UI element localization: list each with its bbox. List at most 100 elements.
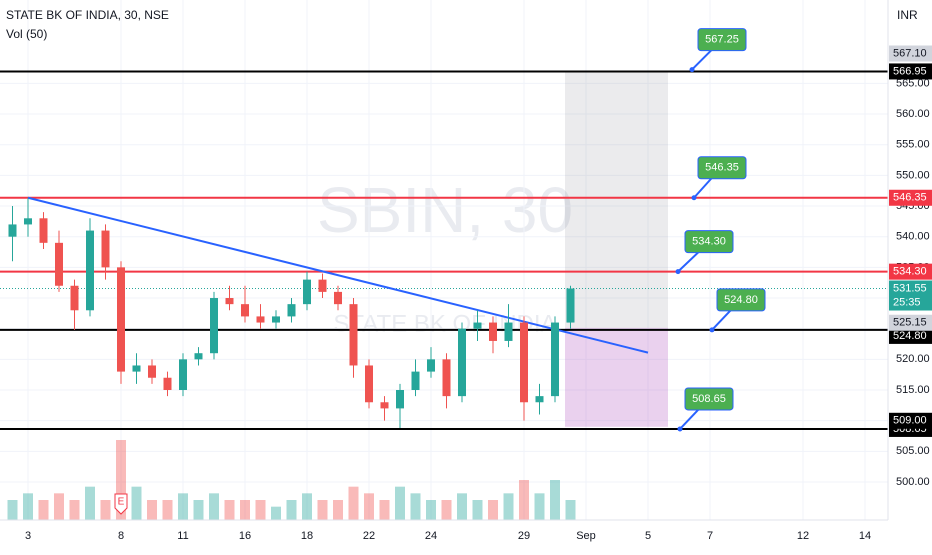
watermark-sub: STATE BK OF INDIA [333, 310, 556, 337]
volume-bar [457, 493, 467, 520]
callout-label: 534.30 [692, 236, 726, 248]
candle-body [8, 224, 17, 237]
callout-label: 508.65 [692, 393, 726, 405]
candle-body [303, 279, 311, 305]
candle-body [365, 365, 373, 403]
indicator-label: Vol (50) [6, 27, 47, 41]
trendline [27, 196, 649, 354]
candle-body [396, 390, 404, 409]
target-zone [565, 71, 668, 328]
event-marker [114, 493, 128, 515]
y-tick-label: 505.00 [896, 445, 930, 457]
callout-box [697, 156, 747, 180]
candle-body [504, 322, 513, 341]
callout-label: 524.80 [724, 294, 758, 306]
callout-arrow [691, 48, 713, 71]
volume-bar [193, 500, 204, 520]
candle-body [117, 267, 125, 372]
y-tick-label: 500.00 [896, 476, 930, 488]
x-tick-label: 8 [118, 530, 124, 542]
volume-bar [317, 500, 328, 520]
callout-tip [675, 269, 681, 275]
volume-bar [85, 486, 95, 520]
candle-body [334, 291, 342, 305]
callout-box [684, 230, 734, 254]
candle-body [427, 359, 435, 372]
volume-bar [255, 500, 266, 520]
volume-bar [441, 500, 452, 520]
volume-bar [7, 500, 18, 520]
volume-bar [240, 500, 250, 520]
candle-body [520, 322, 528, 403]
volume-bar [131, 486, 142, 520]
volume-bar [38, 500, 49, 520]
callout-label: 546.35 [705, 162, 739, 174]
volume-bar [286, 500, 297, 520]
price-tag [889, 412, 932, 429]
x-tick-label: 14 [859, 530, 871, 542]
candle-body [148, 365, 156, 378]
price-tag-label: 567.10 [893, 47, 927, 59]
candle-body [179, 359, 187, 390]
volume-bar [503, 493, 514, 520]
y-tick-label: 565.00 [896, 77, 930, 89]
y-tick-label: 540.00 [896, 231, 930, 243]
volume-bar [271, 506, 281, 520]
candle-body [39, 218, 48, 243]
stop-zone [565, 327, 668, 427]
candle-body [163, 377, 172, 390]
price-tag [889, 189, 932, 206]
candle-body [473, 322, 482, 329]
price-tag [889, 314, 932, 331]
candle-body [349, 304, 358, 366]
volume-bar [178, 493, 188, 520]
candle-body [24, 218, 32, 225]
volume-bar [69, 500, 80, 520]
volume-bar [426, 500, 436, 520]
volume-bar [565, 500, 576, 520]
candle-body [70, 285, 79, 311]
candle-body [458, 328, 466, 397]
candle-body [55, 242, 63, 286]
price-tag-label: 509.00 [893, 415, 927, 427]
callout-tip [689, 67, 695, 73]
last-price-label: 531.55 [893, 282, 927, 294]
watermark: SBIN, 30 [317, 174, 573, 246]
callout-arrow [693, 177, 713, 199]
candle-body [318, 279, 327, 292]
callout-tip [677, 426, 683, 432]
volume-bar [100, 500, 111, 520]
callout-arrow [677, 250, 700, 273]
candle-body [241, 304, 249, 317]
volume-bar [224, 500, 235, 520]
candle-body [442, 359, 451, 397]
x-tick-label: 7 [707, 530, 713, 542]
candle-body [210, 298, 218, 354]
x-tick-label: 16 [239, 530, 251, 542]
x-tick-label: Sep [576, 530, 596, 542]
x-tick-label: 18 [301, 530, 313, 542]
candle-body [256, 316, 265, 323]
x-tick-label: 29 [518, 530, 530, 542]
volume-bar [333, 500, 343, 520]
callout-box [684, 387, 734, 411]
y-tick-label: 520.00 [896, 353, 930, 365]
volume-bar [534, 493, 545, 520]
callout-label: 567.25 [705, 34, 739, 46]
volume-bar [379, 500, 390, 520]
volume-bar [162, 500, 173, 520]
volume-bar [54, 493, 64, 520]
volume-bar [519, 480, 529, 520]
countdown-label: 25:35 [893, 296, 921, 308]
x-tick-label: 5 [645, 530, 651, 542]
volume-bar [348, 486, 359, 520]
last-price-tag [889, 280, 932, 311]
candle-body [411, 371, 420, 390]
callout-box [697, 28, 747, 52]
candle-body [566, 288, 575, 323]
candle-body [225, 298, 234, 305]
y-tick-label: 550.00 [896, 169, 930, 181]
x-tick-label: 24 [425, 530, 437, 542]
